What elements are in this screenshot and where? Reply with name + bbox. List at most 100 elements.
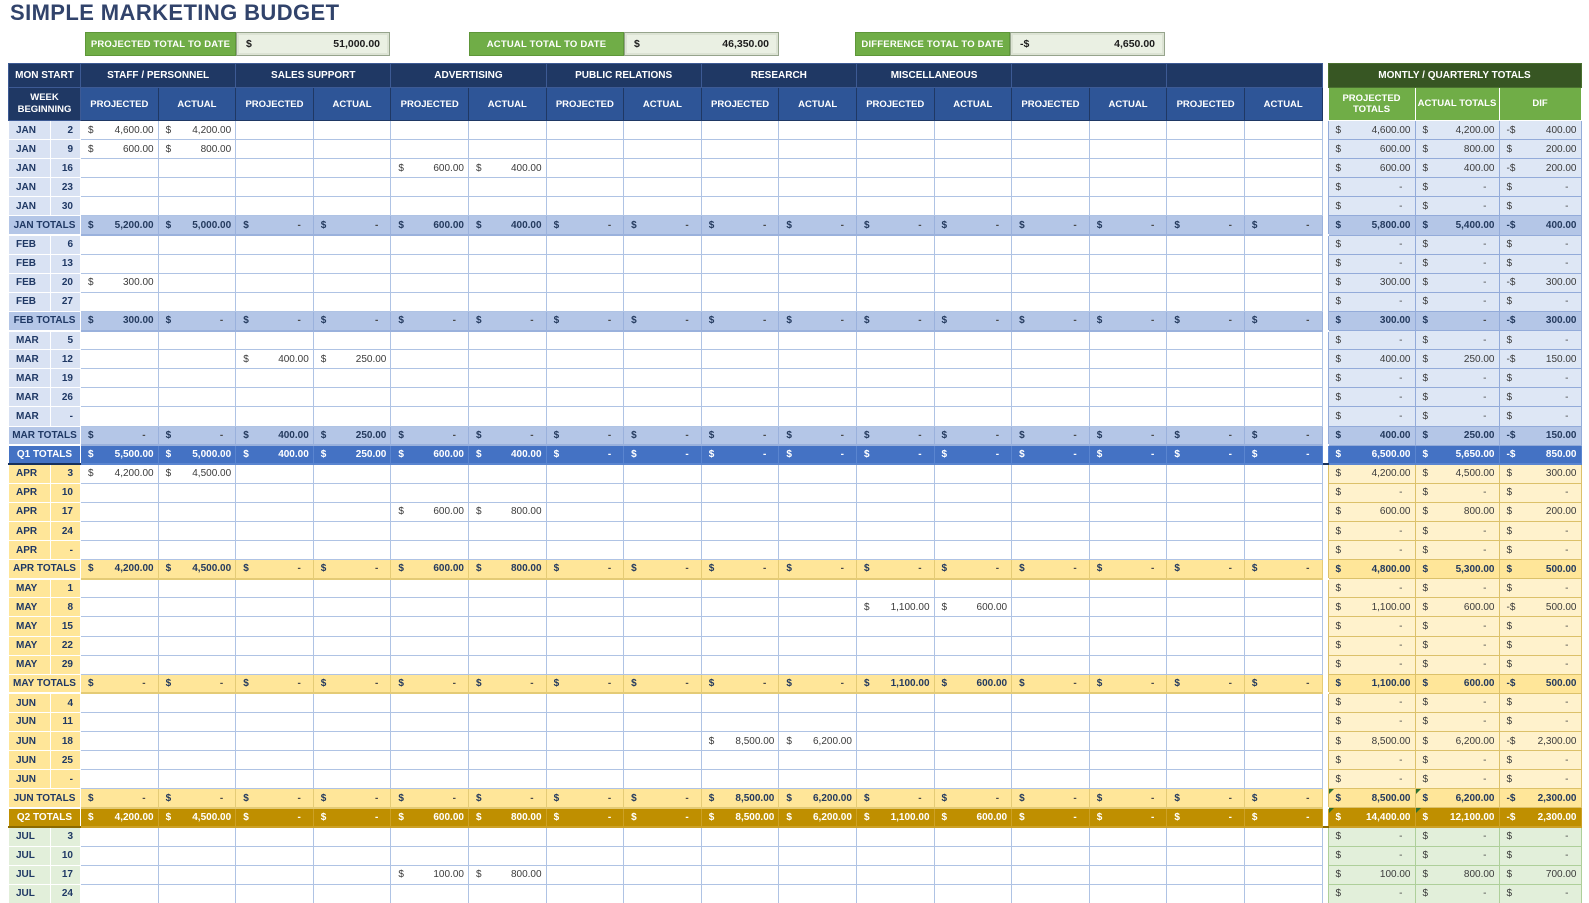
totals-cell[interactable]: $ - bbox=[1327, 253, 1416, 274]
totals-cell[interactable]: $ - bbox=[1498, 196, 1582, 217]
totals-cell[interactable]: $200.00 bbox=[1498, 501, 1582, 522]
totals-cell[interactable]: $ - bbox=[1414, 177, 1500, 198]
cell[interactable] bbox=[700, 616, 780, 637]
cell[interactable] bbox=[1243, 845, 1323, 866]
cell[interactable] bbox=[157, 501, 237, 522]
cell[interactable]: $ - bbox=[235, 559, 314, 580]
cell[interactable]: $ - bbox=[855, 425, 935, 447]
cell[interactable] bbox=[700, 826, 780, 847]
cell[interactable]: $ - bbox=[1166, 673, 1245, 695]
cell[interactable] bbox=[700, 597, 780, 618]
sub-header-projected[interactable]: PROJECTED bbox=[545, 87, 625, 121]
totals-cell[interactable]: -$ 150.00 bbox=[1498, 349, 1582, 370]
cell[interactable] bbox=[1243, 349, 1323, 370]
totals-cell[interactable]: $ - bbox=[1327, 826, 1416, 847]
cell[interactable] bbox=[700, 501, 780, 522]
cell[interactable] bbox=[933, 368, 1013, 389]
row-label-day[interactable]: 23 bbox=[50, 177, 81, 198]
totals-cell[interactable]: $ - bbox=[1498, 883, 1582, 903]
cell[interactable] bbox=[157, 158, 237, 179]
totals-cell[interactable]: $600.00 bbox=[1414, 597, 1500, 618]
cell[interactable] bbox=[933, 119, 1013, 141]
cell[interactable] bbox=[545, 368, 625, 389]
cell[interactable]: $ - bbox=[157, 425, 237, 447]
cell[interactable]: $ - bbox=[1243, 788, 1323, 809]
row-label-total[interactable]: MAY TOTALS bbox=[8, 673, 81, 695]
totals-cell[interactable]: $12,100.00 bbox=[1414, 807, 1500, 828]
totals-cell[interactable]: $6,200.00 bbox=[1414, 730, 1500, 752]
totals-cell[interactable]: $4,500.00 bbox=[1414, 463, 1500, 484]
cell[interactable]: $800.00 bbox=[467, 807, 547, 828]
row-label-month[interactable]: JAN bbox=[8, 119, 51, 141]
cell[interactable] bbox=[80, 177, 159, 198]
cell[interactable]: $6,200.00 bbox=[778, 730, 857, 752]
cell[interactable] bbox=[157, 520, 237, 542]
column-group-header[interactable] bbox=[1011, 63, 1168, 88]
cell[interactable] bbox=[778, 139, 857, 160]
row-label-month[interactable]: APR bbox=[8, 482, 51, 503]
cell[interactable]: $ - bbox=[312, 559, 392, 580]
cell[interactable] bbox=[1243, 501, 1323, 522]
cell[interactable] bbox=[80, 330, 159, 351]
cell[interactable] bbox=[1243, 406, 1323, 427]
cell[interactable] bbox=[623, 845, 702, 866]
cell[interactable] bbox=[1166, 864, 1245, 885]
cell[interactable] bbox=[1011, 482, 1090, 503]
sub-header-projected[interactable]: PROJECTED bbox=[390, 87, 469, 121]
cell[interactable] bbox=[312, 883, 392, 903]
cell[interactable] bbox=[1166, 692, 1245, 713]
cell[interactable] bbox=[157, 864, 237, 885]
cell[interactable] bbox=[545, 158, 625, 179]
cell[interactable] bbox=[390, 139, 469, 160]
cell[interactable] bbox=[1166, 368, 1245, 389]
column-group-header[interactable]: ADVERTISING bbox=[390, 63, 547, 88]
cell[interactable] bbox=[1011, 616, 1090, 637]
row-label-day[interactable]: 18 bbox=[50, 730, 81, 752]
cell[interactable] bbox=[1243, 826, 1323, 847]
cell[interactable] bbox=[80, 253, 159, 274]
cell[interactable] bbox=[855, 119, 935, 141]
cell[interactable] bbox=[1243, 692, 1323, 713]
totals-cell[interactable]: -$ 300.00 bbox=[1498, 272, 1582, 293]
totals-cell[interactable]: $ - bbox=[1414, 387, 1500, 408]
cell[interactable] bbox=[1243, 368, 1323, 389]
cell[interactable] bbox=[467, 750, 547, 771]
cell[interactable] bbox=[157, 730, 237, 752]
cell[interactable] bbox=[778, 826, 857, 847]
cell[interactable]: $ - bbox=[700, 444, 780, 466]
cell[interactable] bbox=[80, 654, 159, 675]
cell[interactable] bbox=[312, 158, 392, 179]
cell[interactable] bbox=[235, 845, 314, 866]
cell[interactable] bbox=[235, 501, 314, 522]
totals-cell[interactable]: $ - bbox=[1327, 654, 1416, 675]
totals-cell[interactable]: $ - bbox=[1414, 883, 1500, 903]
cell[interactable] bbox=[545, 692, 625, 713]
totals-cell[interactable]: $ - bbox=[1414, 330, 1500, 351]
cell[interactable]: $ - bbox=[1166, 807, 1245, 828]
cell[interactable] bbox=[390, 177, 469, 198]
cell[interactable] bbox=[700, 692, 780, 713]
cell[interactable] bbox=[545, 520, 625, 542]
cell[interactable] bbox=[623, 616, 702, 637]
cell[interactable] bbox=[390, 750, 469, 771]
cell[interactable] bbox=[312, 196, 392, 217]
row-label-month[interactable]: MAY bbox=[8, 597, 51, 618]
cell[interactable]: $ - bbox=[545, 559, 625, 580]
cell[interactable] bbox=[390, 654, 469, 675]
totals-cell[interactable]: $1,100.00 bbox=[1327, 673, 1416, 694]
cell[interactable] bbox=[312, 616, 392, 637]
totals-cell[interactable]: $ - bbox=[1327, 520, 1416, 542]
totals-cell[interactable]: $ - bbox=[1414, 635, 1500, 656]
cell[interactable] bbox=[933, 540, 1013, 561]
cell[interactable]: $600.00 bbox=[390, 559, 469, 580]
cell[interactable] bbox=[1088, 769, 1168, 790]
cell[interactable]: $400.00 bbox=[467, 158, 547, 179]
totals-cell[interactable]: $ - bbox=[1414, 692, 1500, 713]
cell[interactable] bbox=[390, 119, 469, 141]
cell[interactable] bbox=[933, 769, 1013, 790]
cell[interactable] bbox=[1243, 177, 1323, 198]
totals-cell[interactable]: $ - bbox=[1327, 406, 1416, 427]
row-label-total[interactable]: APR TOTALS bbox=[8, 559, 81, 580]
cell[interactable] bbox=[1011, 826, 1090, 847]
cell[interactable] bbox=[700, 196, 780, 217]
